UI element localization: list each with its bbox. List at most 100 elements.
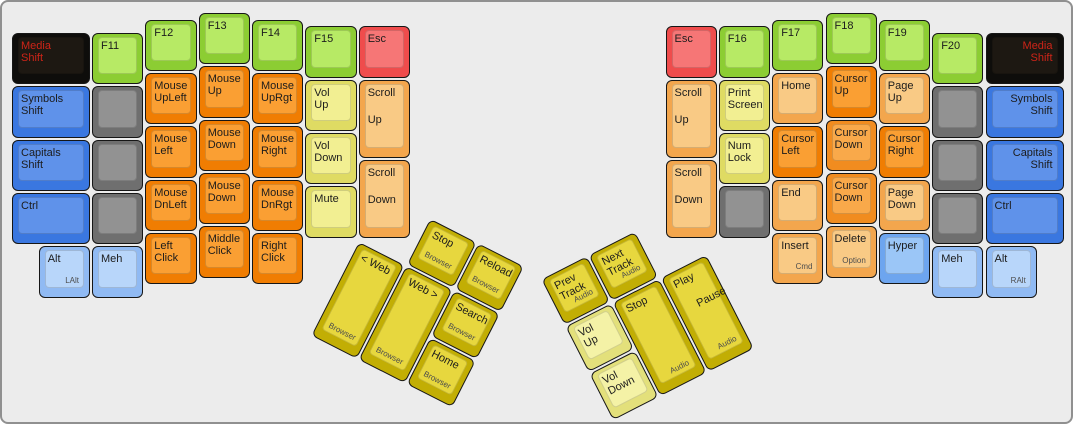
key-mouse-dnleft[interactable]: Mouse DnLeft [145,179,197,231]
key-label-secondary: Pause [694,284,728,310]
key-label: Web > [405,276,440,302]
keytop [98,143,138,181]
key-label: Right Click [261,240,287,264]
key-mouse-upleft[interactable]: Mouse UpLeft [145,73,197,125]
keytop: Cursor Down [831,123,871,161]
keytop: Meh [98,250,138,288]
key-esc-2[interactable]: Esc [665,26,717,78]
key-vol-up[interactable]: Vol Up [305,79,357,131]
key-page-down[interactable]: Page Down [878,179,931,231]
key-scroll-2[interactable]: Scroll Down [358,159,410,238]
key-label: Vol Down [314,140,343,164]
key-sublabel: LAlt [65,275,79,285]
key-mouse-right[interactable]: Mouse Right [252,126,304,178]
key-label: Meh [101,253,123,266]
key-label: Middle Click [207,233,241,258]
keytop: Delete Option [831,230,871,268]
key-middle-click[interactable]: Middle Click [198,226,250,278]
key-media-shift[interactable]: Media Shift [12,33,90,85]
key-print-screen[interactable]: Print Screen [718,79,771,131]
key-hyper[interactable]: Hyper [878,233,931,285]
key-symbols-shift-2[interactable]: Symbols Shift [985,86,1064,138]
key-blank-6[interactable] [932,139,984,191]
key-meh-2[interactable]: Meh [932,246,984,298]
key-blank[interactable] [92,86,144,138]
key-label: Page Up [887,80,914,104]
key-num-lock[interactable]: Num Lock [718,133,771,185]
key-cursor-right[interactable]: Cursor Right [878,126,931,178]
key-label: Vol Down [600,369,637,398]
key-blank-5[interactable] [932,86,984,138]
key-label: Cursor Left [781,133,815,158]
keytop: Symbols Shift [991,90,1058,128]
key-mute[interactable]: Mute [305,186,357,238]
key-label: Scroll [674,166,703,179]
keytop: Stop Browser [417,224,470,277]
key-delete[interactable]: Delete Option [825,226,877,278]
key-label: Esc [674,33,693,46]
key-mouse-down-2[interactable]: Mouse Down [198,173,250,225]
key-esc[interactable]: Esc [358,26,410,78]
key-f14[interactable]: F14 [252,19,304,71]
key-label: Symbols Shift [1010,93,1053,118]
key-label: Scroll [674,86,703,99]
key-sublabel: Cmd [795,262,813,272]
key-page-up[interactable]: Page Up [878,73,931,125]
key-meh[interactable]: Meh [92,246,144,298]
key-scroll-4[interactable]: Scroll Down [665,159,717,238]
keytop: Vol Up [572,309,625,361]
key-end[interactable]: End [772,179,824,231]
key-home[interactable]: Home [772,73,824,125]
key-f17[interactable]: F17 [772,19,824,71]
key-label: Scroll [367,166,396,179]
key-f16[interactable]: F16 [718,26,771,78]
key-alt-2[interactable]: Alt RAlt [985,246,1037,298]
keytop [724,190,765,228]
key-ctrl[interactable]: Ctrl [12,193,90,245]
key-blank-2[interactable] [92,139,144,191]
key-label: Search [453,300,490,328]
key-ctrl-2[interactable]: Ctrl [985,193,1064,245]
key-sublabel: Browser [374,344,405,367]
key-insert[interactable]: Insert Cmd [772,233,824,285]
key-cursor-down[interactable]: Cursor Down [825,119,877,171]
key-f20[interactable]: F20 [932,33,984,85]
key-media-shift-2[interactable]: Media Shift [985,33,1064,85]
key-alt[interactable]: Alt LAlt [38,246,90,298]
key-f12[interactable]: F12 [145,19,197,71]
key-blank-3[interactable] [92,193,144,245]
key-f11[interactable]: F11 [92,33,144,85]
keytop: Cursor Down [831,177,871,215]
key-f13[interactable]: F13 [198,13,250,65]
keytop: Middle Click [204,230,244,268]
key-mouse-left[interactable]: Mouse Left [145,126,197,178]
key-cursor-down-2[interactable]: Cursor Down [825,173,877,225]
key-cursor-left[interactable]: Cursor Left [772,126,824,178]
key-cursor-up[interactable]: Cursor Up [825,66,877,118]
keytop: Meh [938,250,978,288]
keytop: Left Click [151,237,191,275]
key-blank-4[interactable] [718,186,771,238]
key-left-click[interactable]: Left Click [145,233,197,285]
key-mouse-up[interactable]: Mouse Up [198,66,250,118]
keytop: Scroll Up [364,83,404,148]
keytop [98,197,138,235]
key-f18[interactable]: F18 [825,13,877,65]
key-label: Ctrl [21,200,39,212]
key-blank-7[interactable] [932,193,984,245]
key-label: Mouse Down [207,180,241,204]
key-capitals-shift[interactable]: Capitals Shift [12,139,90,191]
key-f15[interactable]: F15 [305,26,357,78]
key-scroll-3[interactable]: Scroll Up [665,79,717,158]
key-vol-down[interactable]: Vol Down [305,133,357,185]
keytop: Mouse Up [204,70,244,108]
key-f19[interactable]: F19 [878,19,931,71]
key-mouse-uprgt[interactable]: Mouse UpRgt [252,73,304,125]
key-capitals-shift-2[interactable]: Capitals Shift [985,139,1064,191]
key-symbols-shift[interactable]: Symbols Shift [12,86,90,138]
key-scroll[interactable]: Scroll Up [358,79,410,158]
key-label: Mouse Left [154,133,188,158]
key-mouse-dnrgt[interactable]: Mouse DnRgt [252,179,304,231]
key-right-click[interactable]: Right Click [252,233,304,285]
key-mouse-down[interactable]: Mouse Down [198,119,250,171]
